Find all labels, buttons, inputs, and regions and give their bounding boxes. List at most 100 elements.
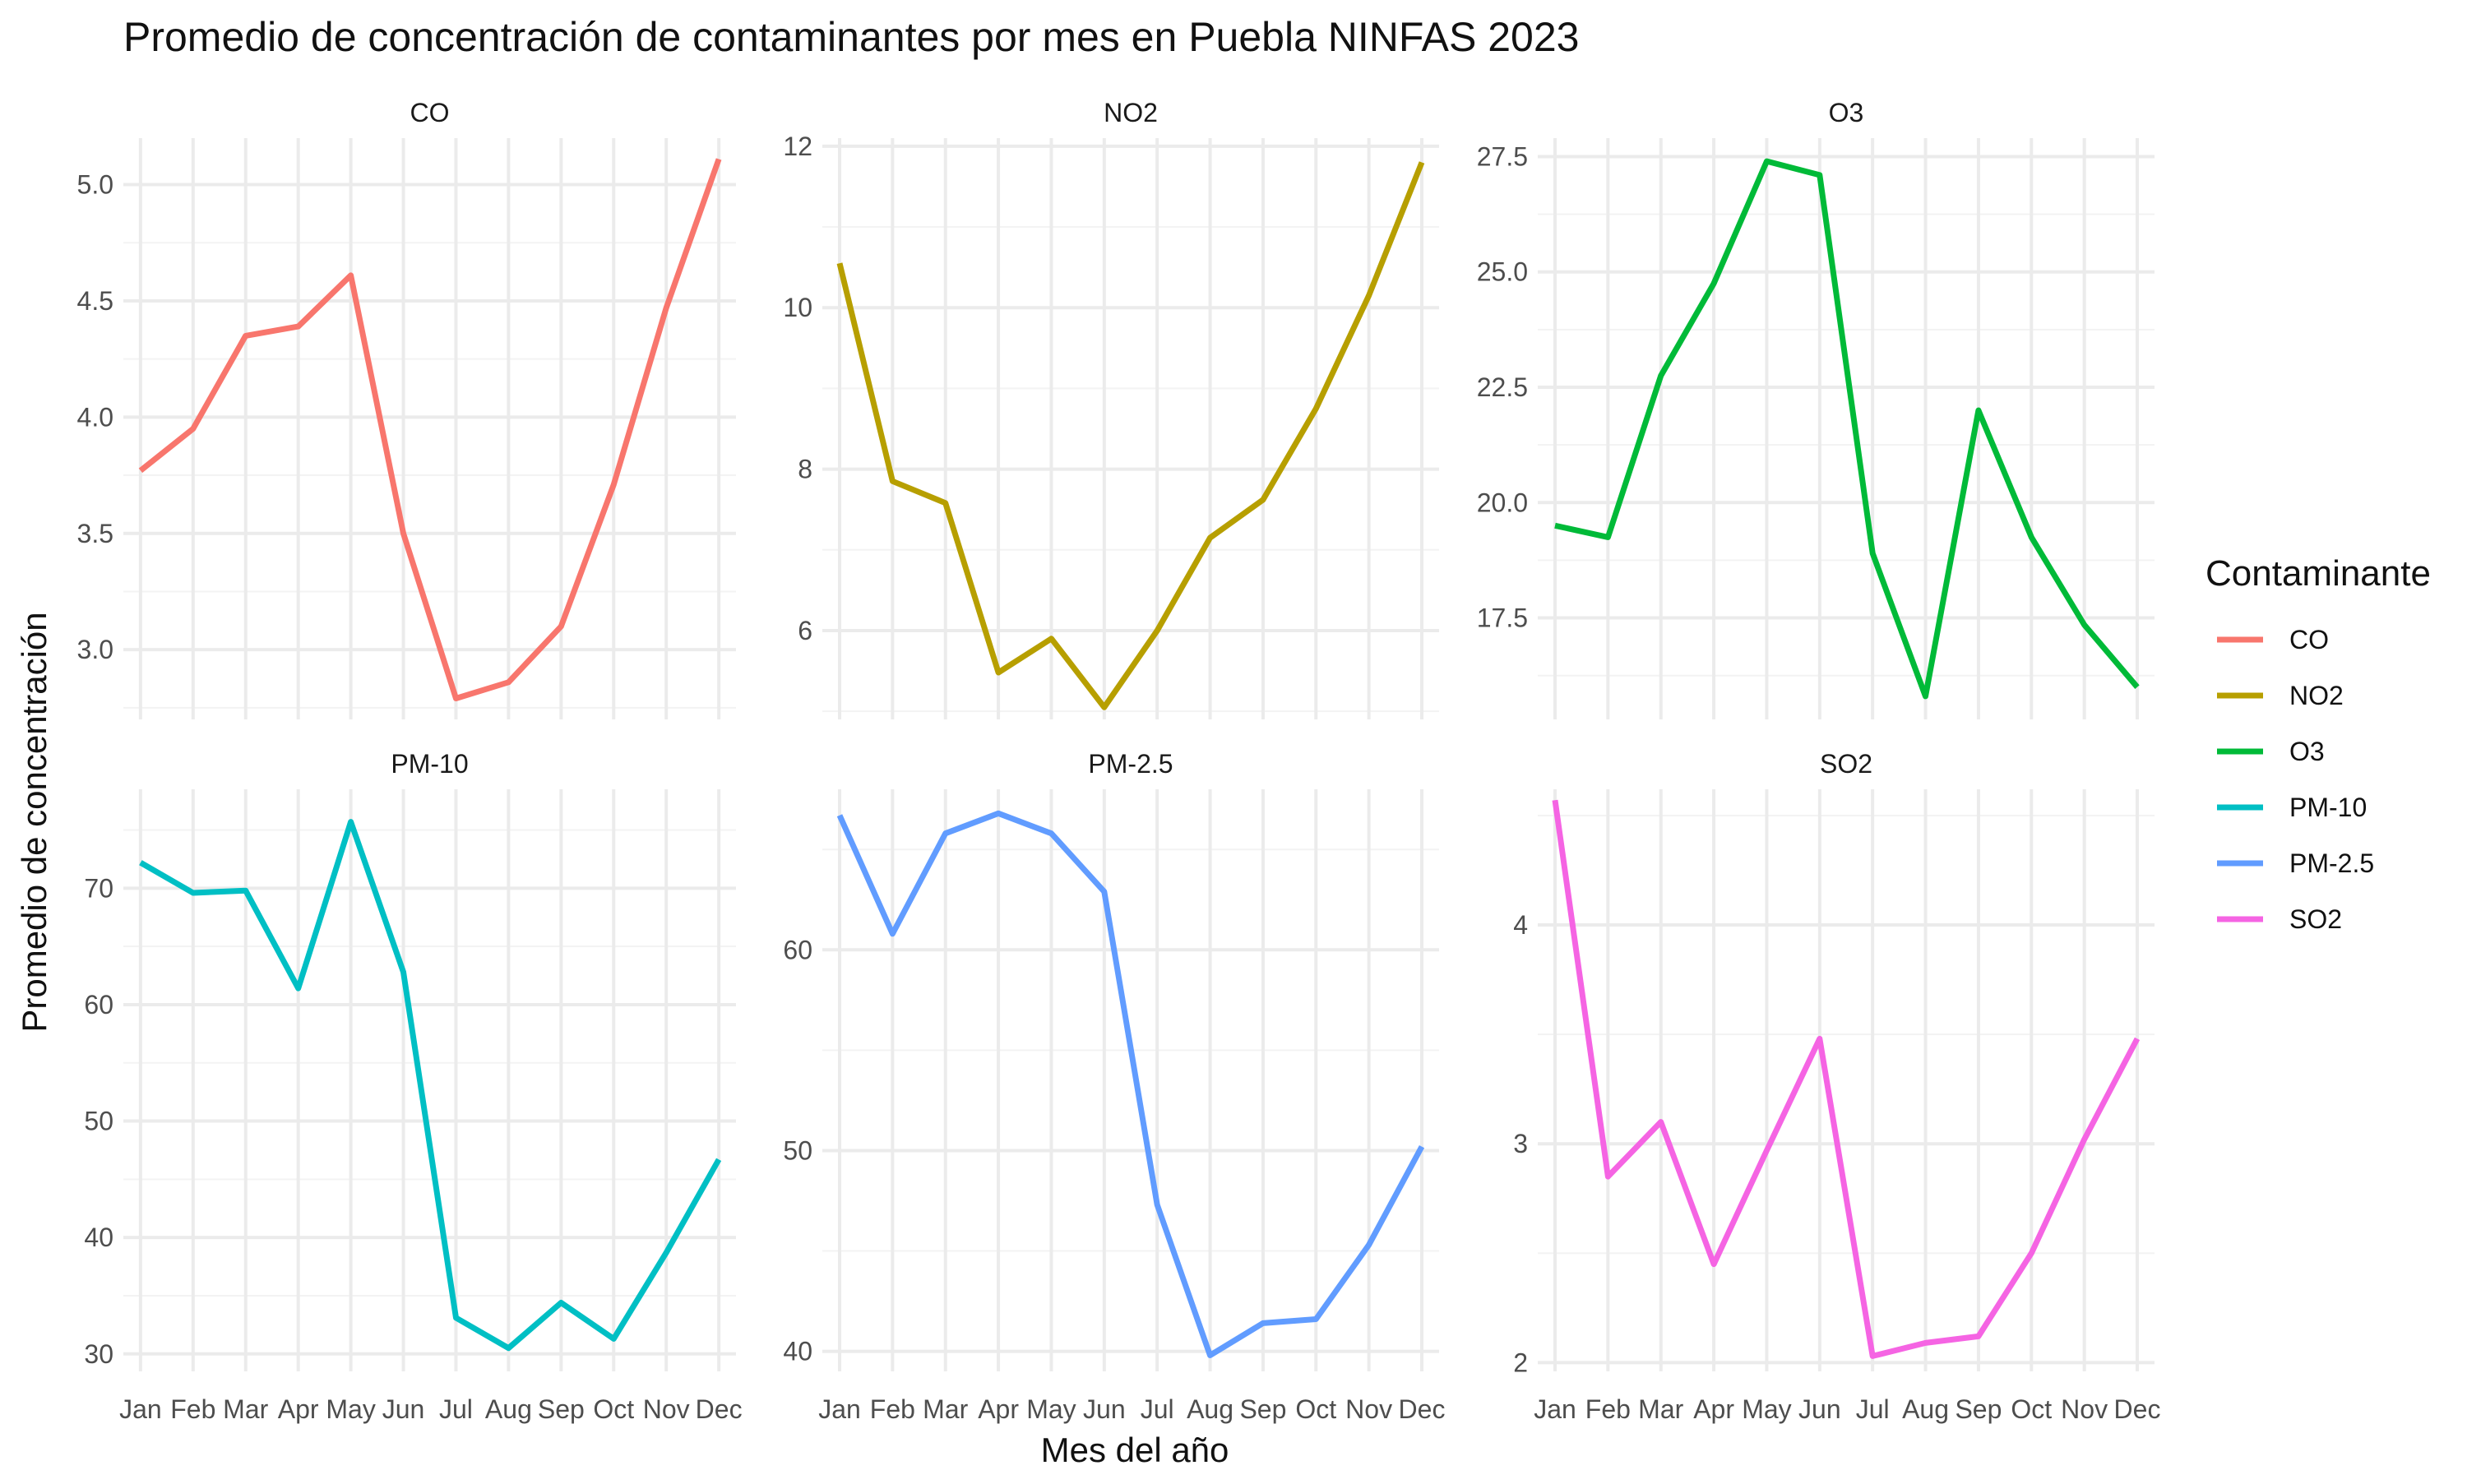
series-line-pm-2.5 xyxy=(836,810,1425,1358)
panel-pm-2.5: 40 50 60 PM-2.5 Jan Feb Mar Apr May Jun Jul Aug Sep O… xyxy=(783,749,1445,1424)
x-tick-label: Jun xyxy=(1083,1394,1126,1424)
legend-label: NO2 xyxy=(2289,681,2344,710)
y-tick-label: 6 xyxy=(798,616,812,645)
x-tick-label: Sep xyxy=(1955,1394,2002,1424)
x-tick-label: Dec xyxy=(696,1394,743,1424)
y-tick-label: 30 xyxy=(84,1339,113,1369)
y-tick-label: 50 xyxy=(84,1107,113,1136)
y-tick-label: 10 xyxy=(783,293,812,322)
x-tick-label: Apr xyxy=(1693,1394,1734,1424)
series-line-co xyxy=(138,158,722,701)
x-tick-label: May xyxy=(1742,1394,1791,1424)
y-tick-label: 5.0 xyxy=(77,170,113,200)
x-tick-label: Jul xyxy=(439,1394,473,1424)
x-tick-label: Oct xyxy=(1295,1394,1336,1424)
panel-no2: 6 8 10 12 NO2 xyxy=(783,98,1439,719)
facet-panels: 3.03.54.04.55.0CO681012NO217.520.022.525… xyxy=(77,98,2161,1424)
x-tick-label: Sep xyxy=(1239,1394,1286,1424)
y-tick-label: 60 xyxy=(783,935,812,964)
y-tick-label: 17.5 xyxy=(1477,603,1528,633)
legend-item-pm-2.5: PM-2.5 xyxy=(2217,848,2374,878)
x-tick-label: Aug xyxy=(1187,1394,1234,1424)
y-tick-label: 8 xyxy=(798,455,812,484)
x-axis-title: Mes del año xyxy=(1041,1431,1229,1469)
facet-strip-label: O3 xyxy=(1829,98,1864,127)
legend-item-no2: NO2 xyxy=(2217,681,2344,710)
chart-title: Promedio de concentración de contaminant… xyxy=(123,14,1579,60)
y-tick-label: 3.5 xyxy=(77,519,113,548)
x-tick-label: Nov xyxy=(1345,1394,1392,1424)
x-tick-label: Dec xyxy=(2114,1394,2161,1424)
x-tick-label: Jun xyxy=(382,1394,425,1424)
legend-entries: CO NO2 O3 PM-10 PM-2.5 SO2 xyxy=(2217,625,2374,934)
legend-label: SO2 xyxy=(2289,904,2342,934)
legend-label: PM-10 xyxy=(2289,793,2367,822)
x-tick-label: Dec xyxy=(1399,1394,1446,1424)
y-tick-label: 25.0 xyxy=(1477,257,1528,287)
y-tick-label: 3.0 xyxy=(77,635,113,664)
x-tick-label: Jun xyxy=(1798,1394,1841,1424)
x-tick-label: Nov xyxy=(2061,1394,2108,1424)
series-line-o3 xyxy=(1554,158,2140,700)
x-tick-label: Mar xyxy=(923,1394,968,1424)
legend-item-pm-10: PM-10 xyxy=(2217,793,2367,822)
y-axis-title: Promedio de concentración xyxy=(15,612,53,1032)
x-tick-label: Nov xyxy=(643,1394,690,1424)
y-tick-label: 22.5 xyxy=(1477,372,1528,402)
x-tick-label: Feb xyxy=(870,1394,915,1424)
panel-o3: 17.5 20.0 22.5 25.0 27.5 O3 xyxy=(1477,98,2155,719)
y-tick-label: 50 xyxy=(783,1135,812,1165)
x-tick-label: Sep xyxy=(538,1394,585,1424)
x-tick-label: May xyxy=(326,1394,375,1424)
legend-item-o3: O3 xyxy=(2217,737,2325,766)
y-tick-label: 4.0 xyxy=(77,402,113,432)
y-tick-label: 70 xyxy=(84,873,113,903)
legend-title: Contaminante xyxy=(2205,553,2431,594)
facet-strip-label: CO xyxy=(410,98,450,127)
facet-strip-label: PM-2.5 xyxy=(1088,749,1173,779)
facet-strip-label: SO2 xyxy=(1820,749,1872,779)
x-tick-label: Jul xyxy=(1856,1394,1890,1424)
y-tick-label: 40 xyxy=(783,1337,812,1366)
y-tick-label: 2 xyxy=(1513,1348,1528,1377)
x-tick-label: Mar xyxy=(223,1394,268,1424)
series-line-pm-10 xyxy=(139,819,722,1352)
x-tick-label: Apr xyxy=(278,1394,319,1424)
x-tick-label: Apr xyxy=(978,1394,1019,1424)
y-tick-label: 4 xyxy=(1513,910,1528,940)
legend-item-so2: SO2 xyxy=(2217,904,2342,934)
y-tick-label: 20.0 xyxy=(1477,488,1528,517)
x-tick-label: Oct xyxy=(593,1394,634,1424)
x-tick-label: Jan xyxy=(818,1394,861,1424)
panel-pm-10: 30 40 50 60 70 PM-10 Jan Feb Mar Apr May Jun Jul Aug S… xyxy=(84,749,742,1424)
x-tick-label: Mar xyxy=(1638,1394,1683,1424)
y-tick-label: 40 xyxy=(84,1223,113,1252)
x-tick-label: Aug xyxy=(485,1394,532,1424)
legend: Contaminante CO NO2 O3 PM-10 PM-2.5 SO2 xyxy=(2205,553,2431,934)
legend-label: O3 xyxy=(2289,737,2325,766)
y-tick-label: 12 xyxy=(783,132,812,161)
x-tick-label: Jan xyxy=(119,1394,162,1424)
series-line-no2 xyxy=(836,161,1425,710)
x-tick-label: Jan xyxy=(1534,1394,1576,1424)
y-tick-label: 4.5 xyxy=(77,286,113,316)
x-tick-label: Aug xyxy=(1902,1394,1949,1424)
panel-so2: 2 3 4 SO2 Jan Feb Mar Apr May Jun Jul Aug Sep Oct Nov D… xyxy=(1513,749,2160,1424)
facet-strip-label: PM-10 xyxy=(391,749,468,779)
series-line-so2 xyxy=(1552,799,2141,1359)
legend-label: CO xyxy=(2289,625,2329,654)
x-tick-label: Feb xyxy=(170,1394,215,1424)
x-tick-label: Oct xyxy=(2011,1394,2052,1424)
panel-co: 3.0 3.5 4.0 4.5 5.0 CO xyxy=(77,98,736,719)
y-tick-label: 27.5 xyxy=(1477,141,1528,171)
x-tick-label: Jul xyxy=(1141,1394,1174,1424)
y-tick-label: 3 xyxy=(1513,1129,1528,1158)
facet-strip-label: NO2 xyxy=(1104,98,1158,127)
legend-label: PM-2.5 xyxy=(2289,848,2374,878)
x-tick-label: Feb xyxy=(1585,1394,1631,1424)
x-tick-label: May xyxy=(1026,1394,1076,1424)
y-tick-label: 60 xyxy=(84,990,113,1019)
legend-item-co: CO xyxy=(2217,625,2329,654)
